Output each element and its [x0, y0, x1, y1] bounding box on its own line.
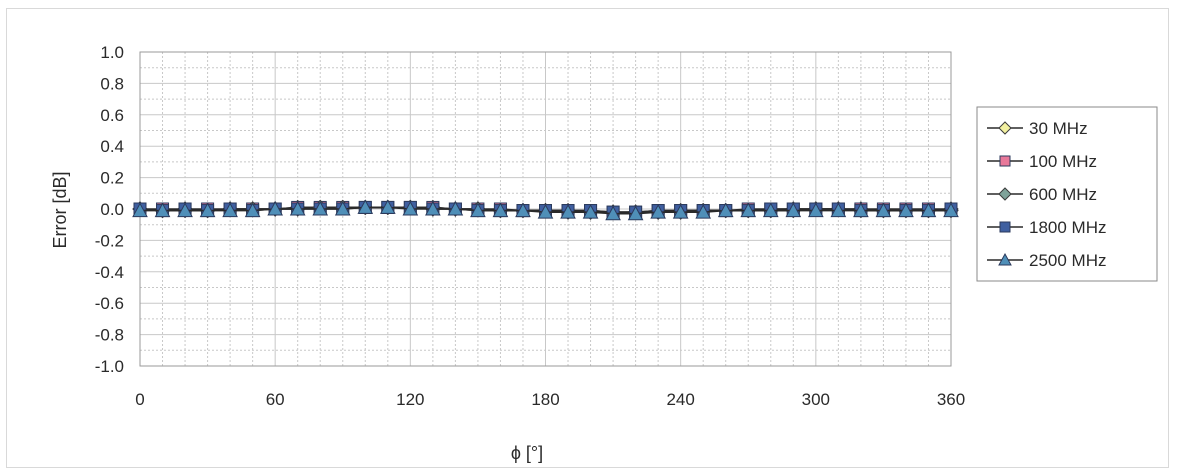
- x-tick-label: 120: [396, 390, 424, 409]
- legend-marker: [999, 155, 1011, 167]
- data-point: [627, 205, 644, 221]
- y-tick-label: 0.6: [100, 106, 124, 125]
- legend-marker: [999, 221, 1011, 233]
- data-point: [334, 200, 351, 216]
- y-axis-title: Error [dB]: [50, 171, 70, 248]
- x-tick-label: 240: [666, 390, 694, 409]
- legend-marker: [998, 187, 1012, 201]
- data-point: [830, 202, 847, 218]
- data-point: [717, 202, 734, 218]
- data-point: [672, 204, 689, 219]
- x-tick-label: 60: [266, 390, 285, 409]
- data-point: [177, 202, 193, 218]
- data-point: [875, 202, 892, 218]
- data-point: [402, 200, 419, 216]
- data-point: [199, 202, 216, 218]
- y-tick-label: 0.4: [100, 137, 124, 156]
- x-tick-label: 180: [531, 390, 559, 409]
- legend-label: 2500 MHz: [1029, 251, 1106, 270]
- data-point: [379, 199, 396, 214]
- data-point: [244, 202, 261, 218]
- legend-label: 600 MHz: [1029, 185, 1097, 204]
- legend-marker: [998, 252, 1012, 266]
- x-axis-title: ϕ [°]: [511, 443, 543, 463]
- legend-item: 100 MHz: [987, 152, 1097, 171]
- data-point: [853, 202, 869, 218]
- data-point: [492, 202, 509, 218]
- legend-label: 1800 MHz: [1029, 218, 1106, 237]
- data-point: [447, 200, 464, 216]
- data-point: [560, 204, 576, 219]
- y-tick-label: 0.0: [100, 200, 124, 219]
- x-tick-labels: 0 60 120 180 240 300 360: [135, 390, 965, 409]
- data-point: [898, 202, 914, 218]
- data-point: [222, 202, 238, 218]
- data-point: [582, 204, 599, 219]
- y-tick-label: -0.8: [95, 326, 124, 345]
- data-point: [154, 202, 171, 218]
- data-point: [785, 202, 802, 218]
- legend: 30 MHz 100 MHz 600 MHz 1800 MHz 2500 MHz: [976, 106, 1158, 282]
- y-tick-label: -0.6: [95, 294, 124, 313]
- chart-frame: [6, 8, 1169, 468]
- y-tick-label: -0.2: [95, 231, 124, 250]
- series-2500-mhz: [132, 199, 959, 221]
- data-point: [132, 202, 148, 218]
- legend-item: 30 MHz: [987, 119, 1088, 138]
- data-point: [357, 199, 374, 214]
- legend-marker: [998, 121, 1012, 135]
- data-point: [650, 204, 666, 219]
- legend-label: 30 MHz: [1029, 119, 1088, 138]
- x-tick-label: 0: [135, 390, 144, 409]
- data-point: [289, 200, 306, 216]
- y-tick-label: -0.4: [95, 263, 124, 282]
- legend-item: 600 MHz: [987, 185, 1097, 204]
- x-tick-label: 360: [937, 390, 965, 409]
- data-point: [695, 204, 712, 219]
- data-point: [312, 200, 329, 216]
- data-point: [762, 202, 779, 218]
- y-tick-label: 0.2: [100, 169, 124, 188]
- y-tick-label: 0.8: [100, 74, 124, 93]
- x-tick-label: 300: [802, 390, 830, 409]
- data-point: [943, 202, 959, 218]
- legend-item: 2500 MHz: [987, 251, 1106, 270]
- data-point: [740, 202, 757, 218]
- y-tick-labels: 1.0 0.8 0.6 0.4 0.2 0.0 -0.2 -0.4 -0.6 -0.8 -1.0: [95, 43, 124, 376]
- legend-item: 1800 MHz: [987, 218, 1106, 237]
- y-tick-label: 1.0: [100, 43, 124, 62]
- data-point: [807, 202, 824, 218]
- data-point: [515, 202, 531, 218]
- data-point: [605, 205, 621, 221]
- data-point: [425, 200, 441, 216]
- plot-series: [132, 199, 959, 221]
- data-point: [537, 204, 554, 219]
- data-point: [470, 202, 486, 218]
- y-tick-label: -1.0: [95, 357, 124, 376]
- data-point: [920, 202, 937, 218]
- data-point: [267, 200, 284, 216]
- legend-label: 100 MHz: [1029, 152, 1097, 171]
